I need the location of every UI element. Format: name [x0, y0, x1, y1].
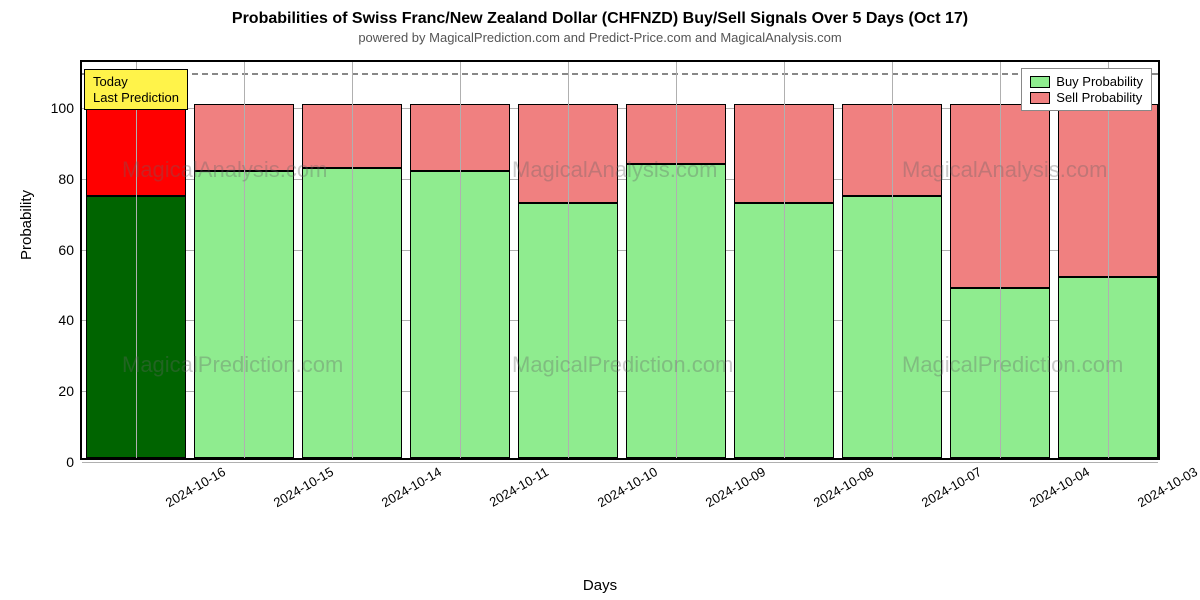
x-tick-label: 2024-10-08 [811, 464, 876, 510]
x-tick-label: 2024-10-15 [271, 464, 336, 510]
grid-line-h [82, 462, 1158, 463]
legend-row-sell: Sell Probability [1030, 90, 1143, 105]
y-tick-label: 40 [58, 312, 74, 328]
legend-swatch-sell [1030, 92, 1050, 104]
y-tick-label: 80 [58, 171, 74, 187]
legend-swatch-buy [1030, 76, 1050, 88]
grid-line-v [244, 62, 245, 458]
y-tick-label: 20 [58, 383, 74, 399]
grid-line-v [892, 62, 893, 458]
x-tick-label: 2024-10-14 [379, 464, 444, 510]
grid-line-v [676, 62, 677, 458]
x-tick-label: 2024-10-10 [595, 464, 660, 510]
grid-line-v [784, 62, 785, 458]
x-tick-label: 2024-10-07 [919, 464, 984, 510]
grid-line-v [1108, 62, 1109, 458]
y-tick-label: 60 [58, 242, 74, 258]
grid-line-v [136, 62, 137, 458]
y-axis-label: Probability [18, 190, 35, 260]
x-tick-label: 2024-10-11 [487, 464, 551, 510]
today-annotation: TodayLast Prediction [84, 69, 188, 110]
legend-label-sell: Sell Probability [1056, 90, 1142, 105]
grid-line-v [1000, 62, 1001, 458]
y-tick-label: 0 [66, 454, 74, 470]
x-tick-label: 2024-10-04 [1027, 464, 1092, 510]
y-tick-label: 100 [51, 100, 74, 116]
plot-area: 0204060801002024-10-162024-10-152024-10-… [80, 60, 1160, 460]
legend: Buy ProbabilitySell Probability [1021, 68, 1152, 111]
legend-row-buy: Buy Probability [1030, 74, 1143, 89]
x-tick-label: 2024-10-16 [163, 464, 228, 510]
grid-line-v [352, 62, 353, 458]
x-tick-label: 2024-10-03 [1135, 464, 1200, 510]
x-axis-label: Days [0, 577, 1200, 594]
today-line2: Last Prediction [93, 90, 179, 106]
chart-container: Probabilities of Swiss Franc/New Zealand… [0, 0, 1200, 600]
grid-line-v [460, 62, 461, 458]
chart-subtitle: powered by MagicalPrediction.com and Pre… [0, 30, 1200, 45]
chart-title: Probabilities of Swiss Franc/New Zealand… [0, 0, 1200, 28]
today-line1: Today [93, 74, 179, 90]
x-tick-label: 2024-10-09 [703, 464, 768, 510]
legend-label-buy: Buy Probability [1056, 74, 1143, 89]
grid-line-v [568, 62, 569, 458]
